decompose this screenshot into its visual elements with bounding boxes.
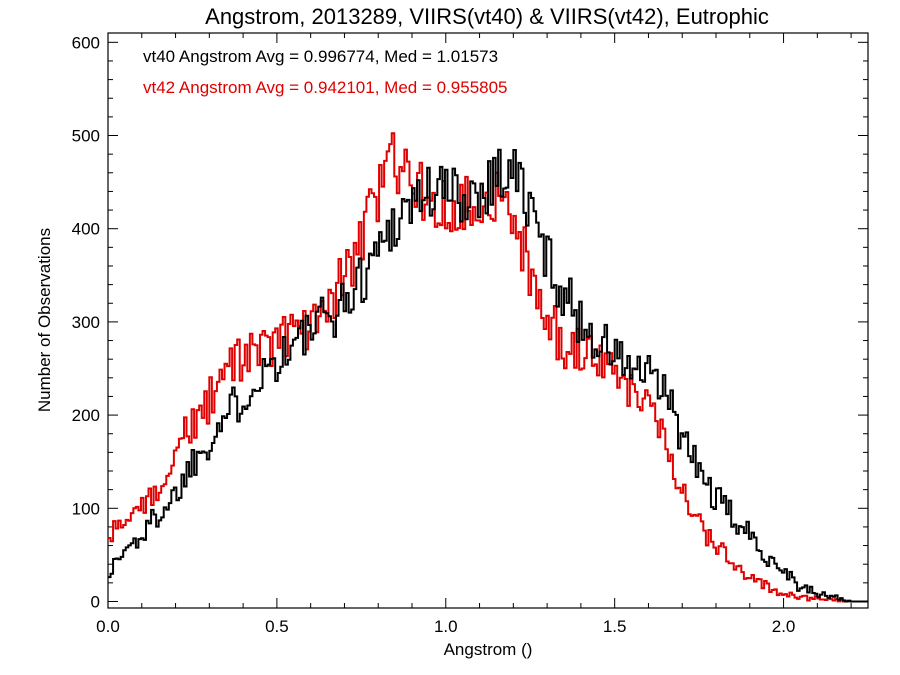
y-tick-label: 600 <box>72 33 100 52</box>
x-axis-ticks: 0.0 0.5 1.0 1.5 2.0 <box>96 33 852 636</box>
x-tick-label: 0.0 <box>96 617 120 636</box>
series-vt42-histogram <box>108 132 868 603</box>
x-tick-label: 0.5 <box>265 617 289 636</box>
y-tick-label: 500 <box>72 127 100 146</box>
x-tick-label: 2.0 <box>772 617 796 636</box>
x-axis-label: Angstrom () <box>444 640 533 659</box>
series-vt40-histogram <box>108 148 868 603</box>
chart-title: Angstrom, 2013289, VIIRS(vt40) & VIIRS(v… <box>205 4 769 29</box>
legend-annotation-vt42: vt42 Angstrom Avg = 0.942101, Med = 0.95… <box>143 78 508 97</box>
plot-frame <box>107 32 869 609</box>
legend-annotation-vt40: vt40 Angstrom Avg = 0.996774, Med = 1.01… <box>143 47 498 66</box>
y-tick-label: 300 <box>72 313 100 332</box>
y-tick-label: 400 <box>72 220 100 239</box>
y-tick-label: 100 <box>72 499 100 518</box>
series-layer <box>108 132 868 603</box>
x-tick-label: 1.5 <box>603 617 627 636</box>
y-tick-label: 200 <box>72 406 100 425</box>
y-axis-label: Number of Observations <box>35 228 54 412</box>
y-tick-label: 0 <box>91 592 100 611</box>
x-tick-label: 1.0 <box>434 617 458 636</box>
y-axis-ticks: 0 100 200 300 400 500 600 <box>72 33 868 611</box>
